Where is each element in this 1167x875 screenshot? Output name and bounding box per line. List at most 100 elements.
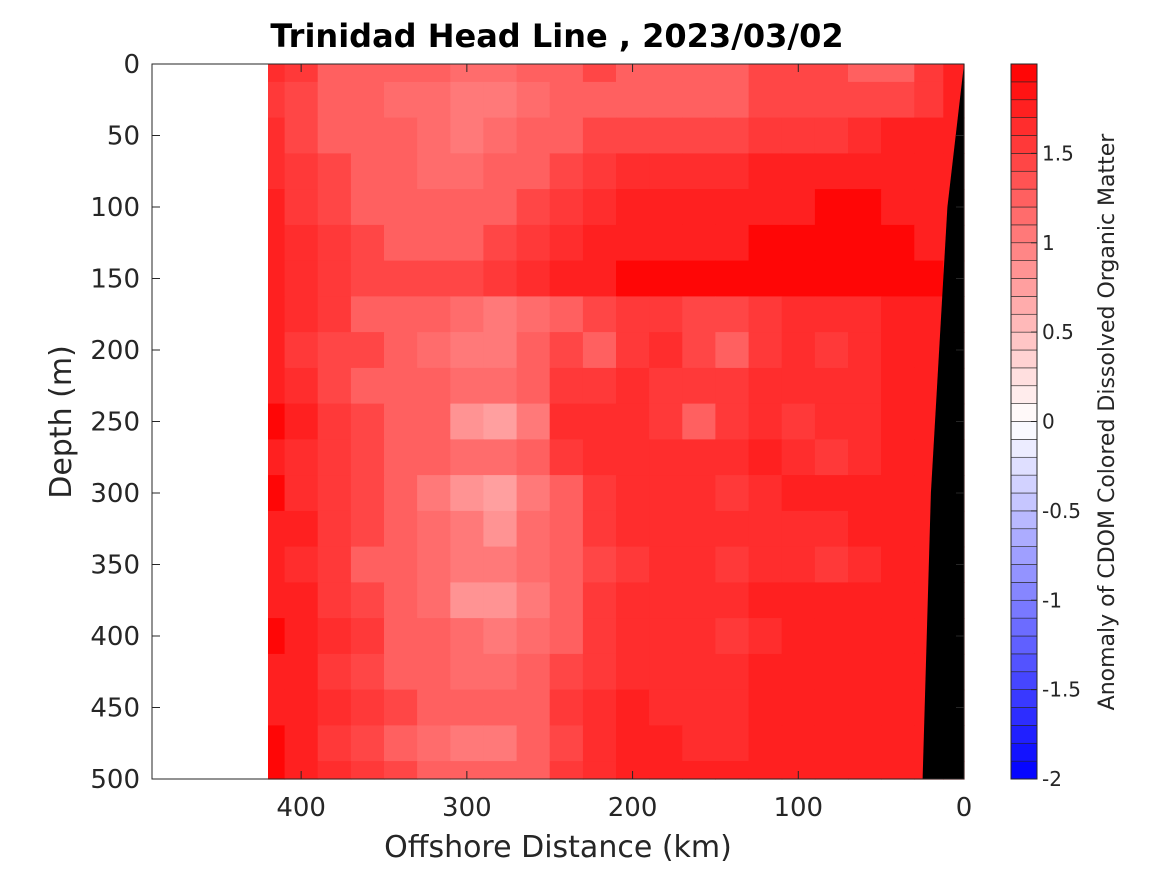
heatmap-cell bbox=[516, 153, 551, 190]
heatmap-cell bbox=[582, 64, 617, 83]
heatmap-cell bbox=[384, 582, 418, 619]
heatmap-cell bbox=[268, 64, 286, 83]
heatmap-cell bbox=[582, 117, 617, 154]
heatmap-cell bbox=[417, 546, 451, 583]
heatmap-cell bbox=[417, 725, 451, 762]
heatmap-cell bbox=[848, 439, 882, 476]
heatmap-cell bbox=[748, 725, 783, 762]
heatmap-cell bbox=[317, 689, 352, 726]
heatmap-cell bbox=[284, 367, 319, 405]
heatmap-cell bbox=[616, 153, 650, 190]
heatmap-cell bbox=[616, 117, 650, 154]
heatmap-cell bbox=[483, 725, 518, 762]
heatmap-cell bbox=[284, 189, 319, 226]
heatmap-cell bbox=[848, 689, 882, 726]
heatmap-cell bbox=[649, 689, 683, 726]
heatmap-cell bbox=[748, 618, 783, 655]
heatmap-cell bbox=[284, 64, 319, 83]
heatmap-cell bbox=[417, 439, 451, 476]
seafloor-bathymetry bbox=[922, 64, 964, 779]
heatmap-cell bbox=[317, 224, 352, 262]
colorbar-band bbox=[1010, 439, 1038, 458]
heatmap-cell bbox=[649, 761, 683, 780]
heatmap-cell bbox=[284, 260, 319, 297]
heatmap-cell bbox=[682, 189, 716, 226]
heatmap-cell bbox=[450, 296, 484, 333]
heatmap-cell bbox=[616, 403, 650, 440]
colorbar-band bbox=[1010, 421, 1038, 440]
colorbar-band bbox=[1010, 671, 1038, 690]
heatmap-cell bbox=[483, 260, 518, 297]
heatmap-cell bbox=[483, 64, 518, 83]
heatmap-cell bbox=[549, 582, 584, 619]
y-tick-label: 500 bbox=[90, 765, 140, 795]
heatmap-cell bbox=[715, 475, 750, 512]
heatmap-cell bbox=[881, 439, 915, 476]
heatmap-cell bbox=[549, 153, 584, 190]
heatmap-cell bbox=[781, 367, 816, 405]
colorbar-band bbox=[1010, 653, 1038, 673]
heatmap-cell bbox=[881, 153, 915, 190]
heatmap-cell bbox=[715, 189, 750, 226]
chart-title: Trinidad Head Line , 2023/03/02 bbox=[270, 17, 843, 55]
heatmap-cell bbox=[268, 260, 286, 297]
colorbar-band bbox=[1010, 510, 1038, 530]
heatmap-cell bbox=[715, 689, 750, 726]
heatmap-cell bbox=[384, 224, 418, 262]
heatmap-cell bbox=[682, 582, 716, 619]
heatmap-cell bbox=[649, 332, 683, 369]
y-tick-label: 450 bbox=[90, 694, 140, 724]
heatmap-cell bbox=[483, 367, 518, 405]
heatmap-cell bbox=[350, 510, 385, 548]
heatmap-cell bbox=[549, 117, 584, 154]
colorbar-tick-label: -1 bbox=[1042, 588, 1062, 612]
heatmap-cell bbox=[616, 64, 650, 83]
heatmap-cell bbox=[284, 546, 319, 583]
heatmap-cell bbox=[582, 725, 617, 762]
heatmap-cell bbox=[616, 475, 650, 512]
colorbar-tick-label: 0.5 bbox=[1042, 320, 1074, 344]
heatmap-cell bbox=[582, 546, 617, 583]
heatmap-cell bbox=[417, 296, 451, 333]
heatmap-cell bbox=[715, 296, 750, 333]
heatmap-cell bbox=[616, 546, 650, 583]
heatmap-cell bbox=[284, 296, 319, 333]
heatmap-cell bbox=[268, 224, 286, 262]
heatmap-cell bbox=[284, 117, 319, 154]
heatmap-cell bbox=[682, 546, 716, 583]
heatmap-cell bbox=[781, 475, 816, 512]
heatmap-cell bbox=[417, 153, 451, 190]
heatmap-cell bbox=[317, 296, 352, 333]
heatmap-cell bbox=[317, 367, 352, 405]
heatmap-cell bbox=[682, 510, 716, 548]
heatmap-cell bbox=[350, 618, 385, 655]
heatmap-cell bbox=[814, 332, 849, 369]
heatmap-cell bbox=[350, 332, 385, 369]
heatmap-cell bbox=[384, 653, 418, 691]
heatmap-cell bbox=[682, 439, 716, 476]
heatmap-cell bbox=[417, 689, 451, 726]
heatmap-cell bbox=[549, 689, 584, 726]
heatmap-cell bbox=[616, 510, 650, 548]
heatmap-cell bbox=[450, 189, 484, 226]
heatmap-cell bbox=[649, 618, 683, 655]
y-tick-label: 200 bbox=[90, 336, 140, 366]
heatmap-cell bbox=[582, 689, 617, 726]
heatmap-cell bbox=[549, 224, 584, 262]
colorbar-band bbox=[1010, 492, 1038, 512]
heatmap-cell bbox=[350, 260, 385, 297]
heatmap-cell bbox=[384, 725, 418, 762]
heatmap-cell bbox=[881, 725, 915, 762]
heatmap-cell bbox=[516, 189, 551, 226]
heatmap-cell bbox=[715, 582, 750, 619]
heatmap-cell bbox=[450, 367, 484, 405]
heatmap-cell bbox=[284, 653, 319, 691]
heatmap-cell bbox=[317, 439, 352, 476]
colorbar-band bbox=[1010, 296, 1038, 315]
heatmap-cell bbox=[268, 546, 286, 583]
colorbar: -2 -1.5 -1 -0.5 0 0.5 1 1.5 Anomaly of CDOM Col… bbox=[1010, 63, 1120, 791]
heatmap-cell bbox=[848, 64, 882, 83]
x-tick-label: 400 bbox=[276, 793, 326, 823]
heatmap-cell bbox=[748, 81, 783, 119]
heatmap-cell bbox=[715, 260, 750, 297]
